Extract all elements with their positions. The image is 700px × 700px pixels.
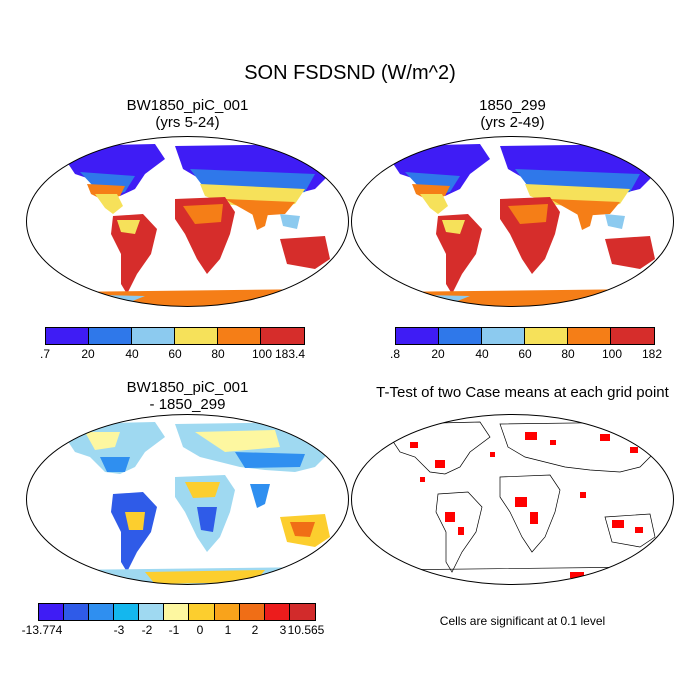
panel-title-diff: BW1850_piC_001 - 1850_299 <box>25 379 350 413</box>
colorbar-tick-label: 1 <box>224 623 232 637</box>
colorbar-tick-label: .8 <box>389 347 401 361</box>
map-case1 <box>26 136 349 307</box>
colorbar-tick-label: 183.4 <box>274 347 306 361</box>
colorbar-tick-label: 100 <box>251 347 273 361</box>
colorbar-swatch <box>611 328 654 344</box>
colorbar-swatch <box>218 328 261 344</box>
map-ttest <box>351 414 674 585</box>
colorbar-swatch <box>261 328 304 344</box>
panel-title-case1-line2: (yrs 5-24) <box>155 114 220 131</box>
panel-title-diff-line1: BW1850_piC_001 <box>126 379 249 396</box>
colorbar-tick-label: 100 <box>601 347 623 361</box>
colorbar-swatch <box>89 328 132 344</box>
colorbar-swatch <box>525 328 568 344</box>
panel-title-case2-line1: 1850_299 <box>479 97 546 114</box>
colorbar-case1 <box>45 327 305 345</box>
panel-title-case2: 1850_299 (yrs 2-49) <box>350 97 675 131</box>
panel-title-case1-line1: BW1850_piC_001 <box>126 97 249 114</box>
colorbar-tick-label: .7 <box>39 347 51 361</box>
colorbar-swatch <box>139 604 165 620</box>
panel-title-diff-line2: - 1850_299 <box>149 396 226 413</box>
colorbar-swatch <box>264 604 290 620</box>
colorbar-tick-label: -1 <box>168 623 180 637</box>
colorbar-tick-label: 182 <box>641 347 663 361</box>
colorbar-swatch <box>164 604 190 620</box>
significance-note: Cells are significant at 0.1 level <box>439 614 606 628</box>
colorbar-swatch <box>39 604 65 620</box>
significance-cells <box>410 432 643 578</box>
colorbar-tick-label: 20 <box>431 347 445 361</box>
colorbar-swatch <box>132 328 175 344</box>
colorbar-tick-label: -13.774 <box>21 623 63 637</box>
colorbar-swatch <box>214 604 240 620</box>
colorbar-case2 <box>395 327 655 345</box>
colorbar-swatch <box>568 328 611 344</box>
colorbar-swatch <box>64 604 90 620</box>
panel-title-case1: BW1850_piC_001 (yrs 5-24) <box>25 97 350 131</box>
colorbar-tick-label: 3 <box>279 623 287 637</box>
panel-title-ttest: T-Test of two Case means at each grid po… <box>376 384 669 401</box>
colorbar-tick-label: 0 <box>196 623 204 637</box>
colorbar-swatch <box>175 328 218 344</box>
colorbar-tick-label: -2 <box>141 623 153 637</box>
colorbar-tick-label: 60 <box>168 347 182 361</box>
panel-title-case2-line2: (yrs 2-49) <box>480 114 545 131</box>
colorbar-swatch <box>482 328 525 344</box>
colorbar-tick-label: -3 <box>113 623 125 637</box>
figure-title: SON FSDSND (W/m^2) <box>244 62 456 84</box>
colorbar-tick-label: 20 <box>81 347 95 361</box>
colorbar-tick-label: 60 <box>518 347 532 361</box>
map-case2 <box>351 136 674 307</box>
map-diff <box>26 414 349 585</box>
colorbar-swatch <box>289 604 315 620</box>
colorbar-tick-label: 10.565 <box>287 623 325 637</box>
colorbar-tick-label: 80 <box>211 347 225 361</box>
colorbar-swatch <box>396 328 439 344</box>
colorbar-swatch <box>114 604 140 620</box>
colorbar-swatch <box>46 328 89 344</box>
colorbar-swatch <box>239 604 265 620</box>
colorbar-diff <box>38 603 316 621</box>
colorbar-tick-label: 2 <box>251 623 259 637</box>
colorbar-swatch <box>189 604 215 620</box>
colorbar-swatch <box>439 328 482 344</box>
colorbar-tick-label: 40 <box>475 347 489 361</box>
colorbar-swatch <box>89 604 115 620</box>
colorbar-tick-label: 40 <box>125 347 139 361</box>
colorbar-tick-label: 80 <box>561 347 575 361</box>
